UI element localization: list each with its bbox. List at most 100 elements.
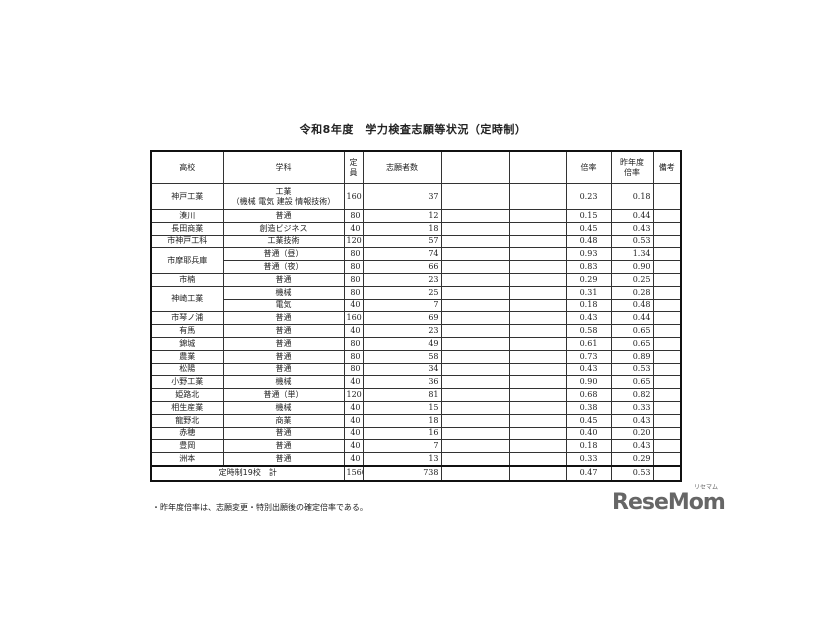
capacity-cell: 40 xyxy=(343,221,364,236)
blank-cell xyxy=(508,324,567,338)
applicants-cell: 57 xyxy=(362,234,442,249)
capacity-cell: 80 xyxy=(343,247,364,262)
capacity-cell: 80 xyxy=(343,349,364,364)
prev-ratio-cell: 0.33 xyxy=(610,400,654,415)
applicants-cell: 23 xyxy=(362,324,442,338)
ratio-cell: 0.90 xyxy=(565,375,612,390)
table-row: 市楠 普通 80 23 0.29 0.25 xyxy=(150,272,682,287)
prev-ratio-cell: 0.90 xyxy=(610,260,654,274)
blank-cell xyxy=(440,375,510,390)
capacity-cell: 120 xyxy=(343,388,364,402)
column-header xyxy=(508,150,567,184)
blank-cell xyxy=(508,221,567,236)
prev-ratio-cell: 0.43 xyxy=(610,221,654,236)
prev-ratio-cell: 0.82 xyxy=(610,388,654,402)
prev-ratio-cell: 0.65 xyxy=(610,336,654,351)
blank-cell xyxy=(440,183,510,210)
capacity-cell: 40 xyxy=(343,375,364,390)
table-row: 神崎工業 機械 80 25 0.31 0.28 xyxy=(150,285,682,313)
prev-ratio-cell: 0.44 xyxy=(610,311,654,326)
table-row: 相生産業 機械 40 15 0.38 0.33 xyxy=(150,400,682,415)
blank-cell xyxy=(440,285,510,300)
applicants-cell: 81 xyxy=(362,388,442,402)
total-label: 定時制19校 計 xyxy=(150,464,345,482)
applicants-cell: 18 xyxy=(362,413,442,428)
prev-ratio-cell: 0.29 xyxy=(610,452,654,467)
school-cell: 錦城 xyxy=(150,336,224,351)
ratio-cell: 0.15 xyxy=(565,209,612,223)
blank-cell xyxy=(508,413,567,428)
blank-cell xyxy=(508,400,567,415)
table-row: 赤穂 普通 40 16 0.40 0.20 xyxy=(150,426,682,441)
remarks-cell xyxy=(652,234,682,249)
total-applicants: 738 xyxy=(362,464,442,482)
school-cell: 市摩耶兵庫 xyxy=(150,247,224,274)
capacity-cell: 40 xyxy=(343,324,364,338)
school-cell: 市琴ノ浦 xyxy=(150,311,224,326)
blank-cell xyxy=(508,183,567,210)
capacity-cell: 160 xyxy=(343,183,364,210)
blank-cell xyxy=(508,375,567,390)
applicants-cell: 18 xyxy=(362,221,442,236)
school-cell: 市神戸工科 xyxy=(150,234,224,249)
prev-ratio-cell: 0.20 xyxy=(610,426,654,441)
remarks-cell xyxy=(652,388,682,402)
school-cell: 神崎工業 xyxy=(150,285,224,313)
ratio-cell: 0.43 xyxy=(565,362,612,377)
remarks-cell xyxy=(652,298,682,313)
table-row: 市琴ノ浦 普通 160 69 0.43 0.44 xyxy=(150,311,682,326)
page-title: 令和8年度 学力検査志願等状況（定時制） xyxy=(299,123,527,136)
blank-cell xyxy=(440,388,510,402)
ratio-cell: 0.18 xyxy=(565,298,612,313)
school-cell: 小野工業 xyxy=(150,375,224,390)
department-cell: 普通（昼） xyxy=(222,247,345,262)
applicants-cell: 16 xyxy=(362,426,442,441)
table-row: 姫路北 普通（単） 120 81 0.68 0.82 xyxy=(150,388,682,402)
ratio-cell: 0.45 xyxy=(565,413,612,428)
remarks-cell xyxy=(652,272,682,287)
prev-ratio-cell: 0.28 xyxy=(610,285,654,300)
blank-cell xyxy=(440,221,510,236)
blank-cell xyxy=(508,426,567,441)
capacity-cell: 80 xyxy=(343,362,364,377)
total-prev-ratio: 0.53 xyxy=(610,464,654,482)
capacity-cell: 160 xyxy=(343,311,364,326)
ratio-cell: 0.23 xyxy=(565,183,612,210)
blank-cell xyxy=(440,298,510,313)
blank-cell xyxy=(440,247,510,262)
school-cell: 姫路北 xyxy=(150,388,224,402)
applicants-cell: 13 xyxy=(362,452,442,467)
capacity-cell: 120 xyxy=(343,234,364,249)
prev-ratio-cell: 0.89 xyxy=(610,349,654,364)
blank-cell xyxy=(508,362,567,377)
blank-cell xyxy=(508,285,567,300)
ratio-cell: 0.33 xyxy=(565,452,612,467)
remarks-cell xyxy=(652,285,682,300)
table-row: 市摩耶兵庫 普通（昼） 80 74 0.93 1.34 xyxy=(150,247,682,274)
department-cell: 機械 xyxy=(222,285,345,300)
prev-ratio-cell: 0.65 xyxy=(610,324,654,338)
ratio-cell: 0.58 xyxy=(565,324,612,338)
prev-ratio-cell: 0.65 xyxy=(610,375,654,390)
department-cell: 普通（夜） xyxy=(222,260,345,274)
total-row: 定時制19校 計1560738 0.470.53 xyxy=(150,464,682,482)
blank-cell xyxy=(440,426,510,441)
school-cell: 神戸工業 xyxy=(150,183,224,210)
remarks-cell xyxy=(652,183,682,210)
school-cell: 市楠 xyxy=(150,272,224,287)
column-header: 定員 xyxy=(343,150,364,184)
blank-cell xyxy=(440,260,510,274)
department-cell: 商業 xyxy=(222,413,345,428)
logo-text: ReseMom xyxy=(612,490,726,515)
remarks-cell xyxy=(652,375,682,390)
blank-cell xyxy=(508,388,567,402)
ratio-cell: 0.18 xyxy=(565,439,612,454)
remarks-cell xyxy=(652,362,682,377)
department-cell: 普通（単） xyxy=(222,388,345,402)
column-header: 志願者数 xyxy=(362,150,442,184)
table-row: 小野工業 機械 40 36 0.90 0.65 xyxy=(150,375,682,390)
blank-cell xyxy=(508,311,567,326)
blank-cell xyxy=(440,324,510,338)
ratio-cell: 0.48 xyxy=(565,234,612,249)
ratio-cell: 0.93 xyxy=(565,247,612,262)
